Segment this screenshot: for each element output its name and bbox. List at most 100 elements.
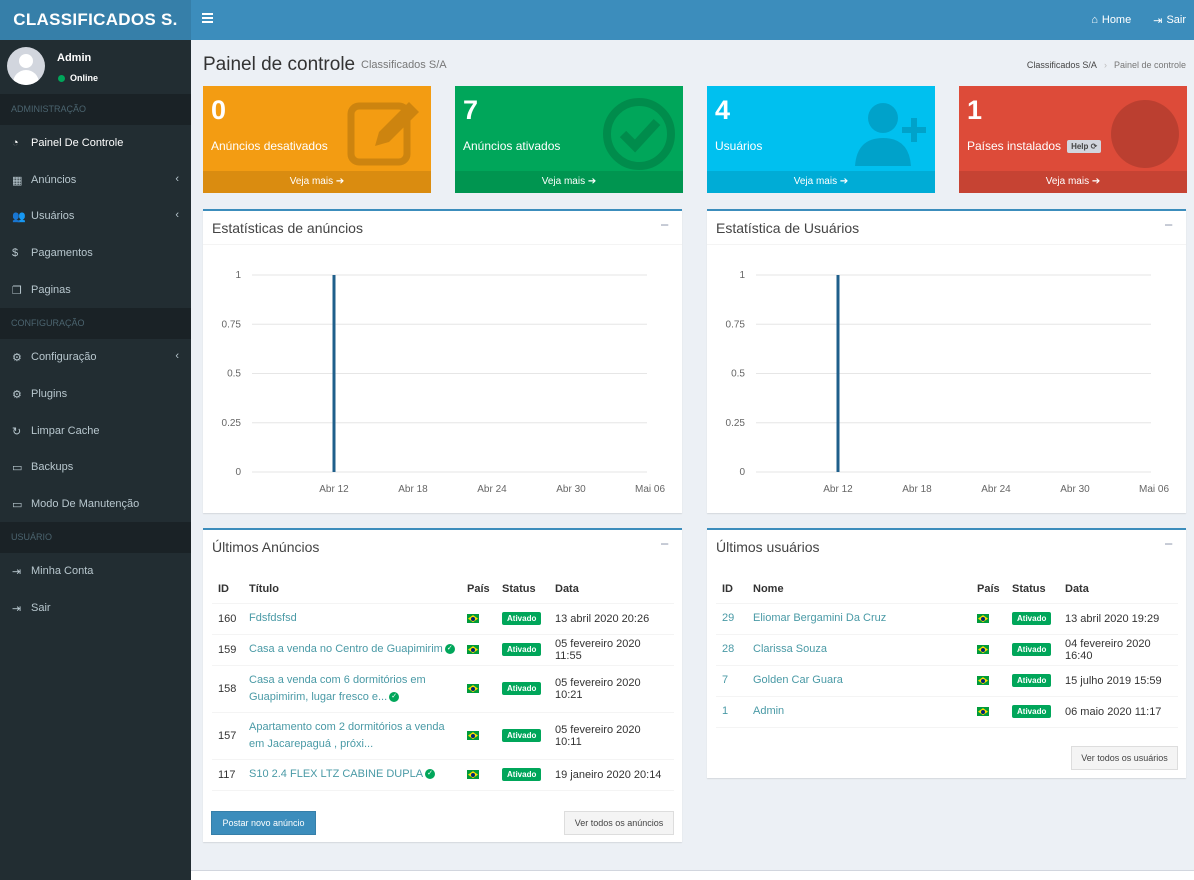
sidebar-item-dashboard[interactable]: ◔ Painel De Controle: [0, 125, 191, 161]
collapse-icon[interactable]: −: [1164, 217, 1173, 234]
sign-out-icon: ⇥: [12, 602, 22, 615]
column-header-status: Status: [496, 576, 549, 604]
top-navbar: CLASSIFICADOS S. ⌂ Home ⇥ Sair: [0, 0, 1194, 40]
table-row: 160 Fdsfdsfsd Ativado 13 abril 2020 20:2…: [212, 603, 674, 635]
user-panel: Admin Online: [0, 40, 191, 94]
user-name-link[interactable]: Admin: [753, 705, 785, 717]
sidebar-item-payments[interactable]: $ Pagamentos: [0, 235, 191, 271]
ad-title-link[interactable]: Casa a venda no Centro de Guapimirim: [249, 643, 443, 655]
y-tick-label: 0: [739, 467, 745, 478]
sidebar-item-pages[interactable]: ❐ Paginas: [0, 272, 191, 308]
y-tick-label: 0.5: [227, 369, 241, 380]
sidebar-item-logout[interactable]: ⇥ Sair: [0, 590, 191, 626]
y-tick-label: 1: [235, 270, 241, 281]
logout-link[interactable]: ⇥ Sair: [1153, 14, 1186, 27]
brazil-flag-icon: [467, 684, 479, 694]
post-new-ad-button[interactable]: Postar novo anúncio: [211, 811, 316, 835]
user-name-link[interactable]: Golden Car Guara: [753, 674, 843, 686]
info-box-value: 7: [463, 95, 479, 125]
y-tick-label: 1: [739, 270, 745, 281]
ad-title-link[interactable]: Fdsfdsfsd: [249, 612, 297, 624]
sidebar: Admin Online ADMINISTRAÇÃO ◔ Painel De C…: [0, 40, 191, 880]
user-id-link[interactable]: 29: [722, 612, 735, 624]
sidebar-item-settings[interactable]: ⚙ Configuração ‹: [0, 339, 191, 375]
y-tick-label: 0.5: [731, 369, 745, 380]
column-header-date: Data: [549, 576, 674, 604]
ad-title-link[interactable]: Casa a venda com 6 dormitórios em Guapim…: [249, 673, 426, 703]
breadcrumb-current: Painel de controle: [1113, 60, 1186, 70]
info-box-more-link[interactable]: Veja mais ➔: [959, 171, 1187, 193]
status-badge: Ativado: [1012, 612, 1052, 625]
sidebar-item-label: Painel De Controle: [31, 137, 124, 149]
home-link[interactable]: ⌂ Home: [1091, 14, 1131, 26]
view-all-ads-button[interactable]: Ver todos os anúncios: [564, 811, 674, 835]
sidebar-item-label: Backups: [31, 461, 74, 473]
y-tick-label: 0.75: [726, 319, 746, 330]
info-box-label: Anúncios ativados: [463, 139, 561, 153]
status-badge: Ativado: [502, 612, 542, 625]
gear-icon: ⚙: [12, 351, 22, 364]
info-box-more-link[interactable]: Veja mais ➔: [203, 171, 431, 193]
sidebar-item-clear-cache[interactable]: ↻ Limpar Cache: [0, 413, 191, 449]
user-id-link[interactable]: 7: [722, 674, 729, 686]
ad-date: 05 fevereiro 2020 10:21: [549, 665, 674, 713]
dollar-icon: $: [12, 247, 19, 259]
column-header-country: País: [971, 576, 1006, 604]
x-tick-label: Abr 18: [902, 484, 932, 495]
info-box-more-link[interactable]: Veja mais ➔: [707, 171, 935, 193]
sidebar-toggle-icon[interactable]: [202, 12, 213, 26]
chart-bar: [836, 275, 840, 472]
view-all-users-button[interactable]: Ver todos os usuários: [1071, 746, 1178, 770]
sidebar-item-maintenance[interactable]: ▭ Modo De Manutenção: [0, 486, 191, 522]
table-row: 1 Admin Ativado 06 maio 2020 11:17: [716, 696, 1178, 728]
ad-id: 117: [212, 759, 243, 791]
copy-icon: ❐: [12, 284, 22, 297]
page-footer: [191, 870, 1194, 880]
sidebar-item-label: Modo De Manutenção: [31, 498, 140, 510]
home-link-label: Home: [1101, 14, 1132, 26]
breadcrumb: Classificados S/A › Painel de controle: [1027, 60, 1186, 70]
user-id-link[interactable]: 1: [722, 705, 729, 717]
sidebar-item-backups[interactable]: ▭ Backups: [0, 449, 191, 485]
breadcrumb-home[interactable]: Classificados S/A: [1026, 60, 1097, 70]
edit-icon: [347, 102, 419, 166]
dashboard-icon: ◔: [12, 137, 19, 149]
info-box-label: Anúncios desativados: [211, 139, 328, 153]
table-row: 7 Golden Car Guara Ativado 15 julho 2019…: [716, 665, 1178, 697]
user-name-link[interactable]: Clarissa Souza: [753, 643, 827, 655]
user-status-label: Online: [70, 73, 99, 83]
info-box-value: 4: [715, 95, 731, 125]
app-logo[interactable]: CLASSIFICADOS S.: [0, 0, 191, 40]
sidebar-item-users[interactable]: 👥 Usuários ‹: [0, 198, 191, 234]
collapse-icon[interactable]: −: [660, 217, 669, 234]
sidebar-item-ads[interactable]: ▦ Anúncios ‹: [0, 162, 191, 198]
ad-title-link[interactable]: Apartamento com 2 dormitórios a venda em…: [249, 720, 445, 750]
brazil-flag-icon: [977, 676, 989, 686]
help-button[interactable]: Help ⟳: [1067, 139, 1102, 153]
table-row: 157 Apartamento com 2 dormitórios a vend…: [212, 712, 674, 760]
column-header-name: Nome: [747, 576, 971, 604]
ad-title-link[interactable]: S10 2.4 FLEX LTZ CABINE DUPLA: [249, 768, 424, 780]
sidebar-header-admin: ADMINISTRAÇÃO: [0, 94, 191, 125]
status-badge: Ativado: [502, 768, 542, 781]
user-date: 15 julho 2019 15:59: [1059, 665, 1178, 697]
table-header-row: ID Título País Status Data: [212, 576, 674, 604]
sidebar-item-plugins[interactable]: ⚙ Plugins: [0, 376, 191, 412]
info-box-more-link[interactable]: Veja mais ➔: [455, 171, 683, 193]
sidebar-item-my-account[interactable]: ⇥ Minha Conta: [0, 553, 191, 589]
ad-date: 05 fevereiro 2020 11:55: [549, 634, 674, 666]
collapse-icon[interactable]: −: [1164, 536, 1173, 553]
users-stats-chart: 0 0.25 0.5 0.75 1 Abr 12 Abr 18 Abr 24 Abr 30 Mai…: [726, 270, 1170, 495]
user-id-link[interactable]: 28: [722, 643, 735, 655]
ad-id: 159: [212, 634, 243, 666]
ad-id: 160: [212, 603, 243, 635]
collapse-icon[interactable]: −: [660, 536, 669, 553]
column-header-title: Título: [243, 576, 461, 604]
status-badge: Ativado: [1012, 643, 1052, 656]
ad-date: 19 janeiro 2020 20:14: [549, 759, 674, 791]
refresh-icon: ↻: [12, 425, 22, 438]
latest-users-panel: Últimos usuários − ID Nome País Status D…: [707, 528, 1186, 778]
x-tick-label: Mai 06: [635, 484, 665, 495]
user-name-link[interactable]: Eliomar Bergamini Da Cruz: [753, 612, 887, 624]
user-date: 06 maio 2020 11:17: [1059, 696, 1178, 728]
